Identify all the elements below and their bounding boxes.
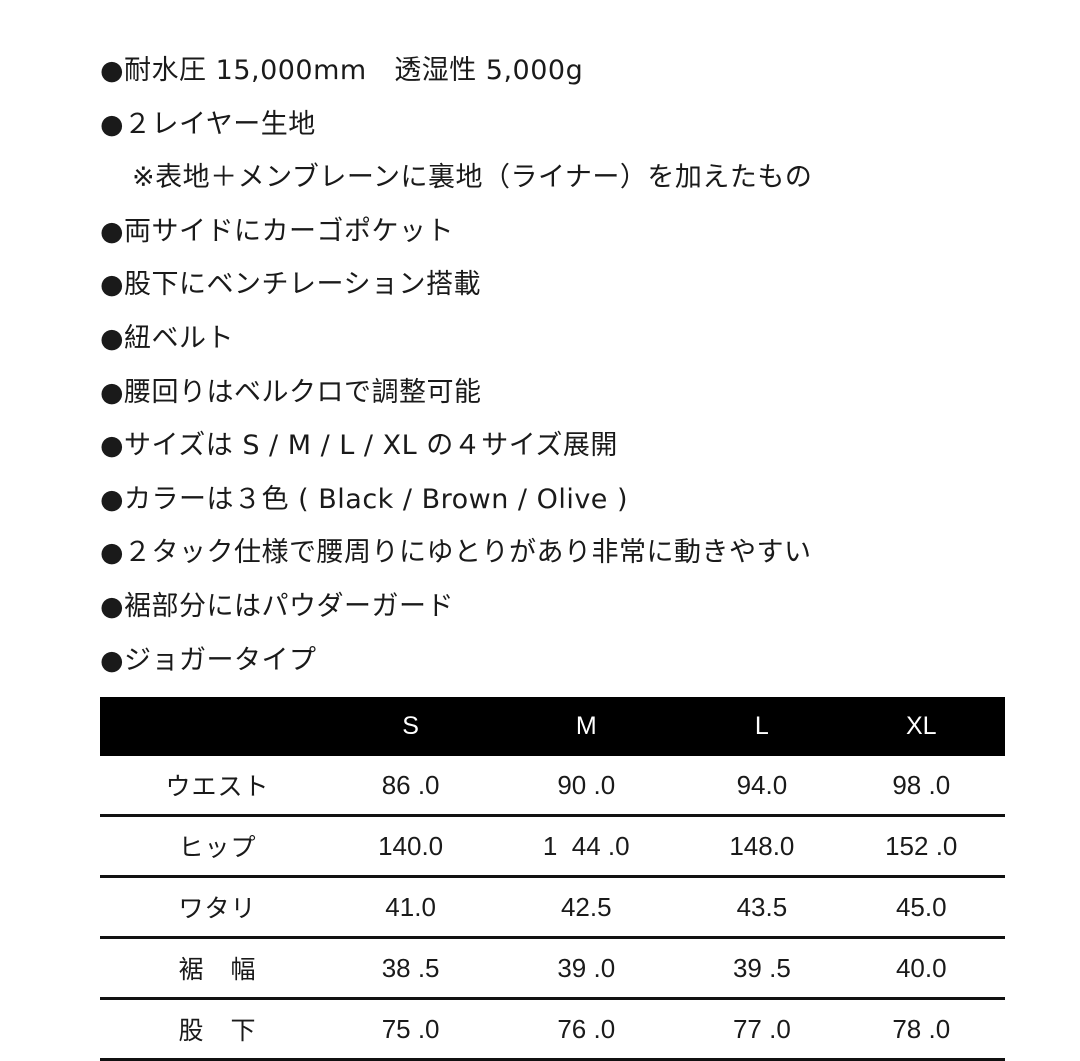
- header-cell: [100, 697, 335, 756]
- row-label: ヒップ: [100, 815, 335, 878]
- table-cell: 38 .5: [335, 937, 487, 1000]
- feature-item: ●カラーは３色 ( Black / Brown / Olive ): [100, 483, 629, 515]
- header-cell: XL: [905, 712, 937, 740]
- feature-item: ●腰回りはベルクロで調整可能: [100, 376, 482, 408]
- feature-list: ●耐水圧 15,000mm 透湿性 5,000g ●２レイヤー生地 ※表地＋メン…: [100, 46, 812, 689]
- table-cell: 45.0: [837, 876, 1005, 939]
- table-cell: 90 .0: [486, 756, 687, 817]
- table-cell: 39 .5: [686, 937, 838, 1000]
- table-cell: 76 .0: [486, 998, 687, 1061]
- table-cell: 39 .0: [486, 937, 687, 1000]
- header-cell: L: [754, 712, 769, 740]
- table-cell: 42.5: [486, 876, 687, 939]
- feature-item: ●裾部分にはパウダーガード: [100, 590, 455, 622]
- table-row: ワタリ 41.0 42.5 43.5 45.0: [100, 876, 1005, 939]
- size-table: S M L XL ウエスト 86 .0 90 .0 94.0 98 .0 ヒップ 140.0…: [100, 697, 1005, 1061]
- table-cell: 40.0: [837, 937, 1005, 1000]
- table-cell: 1 44 .0: [486, 815, 687, 878]
- feature-item: ●ジョガータイプ: [100, 644, 317, 676]
- feature-note: ※表地＋メンブレーンに裏地（ライナー）を加えたもの: [132, 162, 813, 194]
- table-cell: 98 .0: [837, 756, 1005, 817]
- table-cell: 78 .0: [837, 998, 1005, 1061]
- feature-item: ●股下にベンチレーション搭載: [100, 269, 482, 301]
- table-cell: 94.0: [686, 756, 838, 817]
- feature-item: ●両サイドにカーゴポケット: [100, 215, 455, 247]
- row-label: 裾 幅: [100, 937, 335, 1000]
- table-cell: 41.0: [335, 876, 487, 939]
- feature-item: ●サイズは S / M / L / XL の４サイズ展開: [100, 430, 618, 462]
- row-label: ウエスト: [100, 756, 335, 817]
- table-cell: 77 .0: [686, 998, 838, 1061]
- feature-item: ●耐水圧 15,000mm 透湿性 5,000g: [100, 55, 584, 86]
- table-row: ヒップ 140.0 1 44 .0 148.0 152 .0: [100, 815, 1005, 878]
- table-cell: 75 .0: [335, 998, 487, 1061]
- header-cell: M: [575, 712, 597, 740]
- table-cell: 43.5: [686, 876, 838, 939]
- table-cell: 140.0: [335, 815, 487, 878]
- table-row: ウエスト 86 .0 90 .0 94.0 98 .0: [100, 756, 1005, 817]
- header-cell: S: [402, 712, 419, 740]
- table-cell: 86 .0: [335, 756, 487, 817]
- row-label: ワタリ: [100, 876, 335, 939]
- feature-item: ●紐ベルト: [100, 322, 235, 354]
- table-cell: 148.0: [686, 815, 838, 878]
- table-cell: 152 .0: [837, 815, 1005, 878]
- feature-item: ●２レイヤー生地: [100, 108, 316, 140]
- size-table-header: S M L XL: [100, 697, 1005, 756]
- row-label: 股 下: [100, 998, 335, 1061]
- table-row: 裾 幅 38 .5 39 .0 39 .5 40.0: [100, 937, 1005, 1000]
- feature-item: ●２タック仕様で腰周りにゆとりがあり非常に動きやすい: [100, 537, 812, 569]
- table-row: 股 下 75 .0 76 .0 77 .0 78 .0: [100, 998, 1005, 1061]
